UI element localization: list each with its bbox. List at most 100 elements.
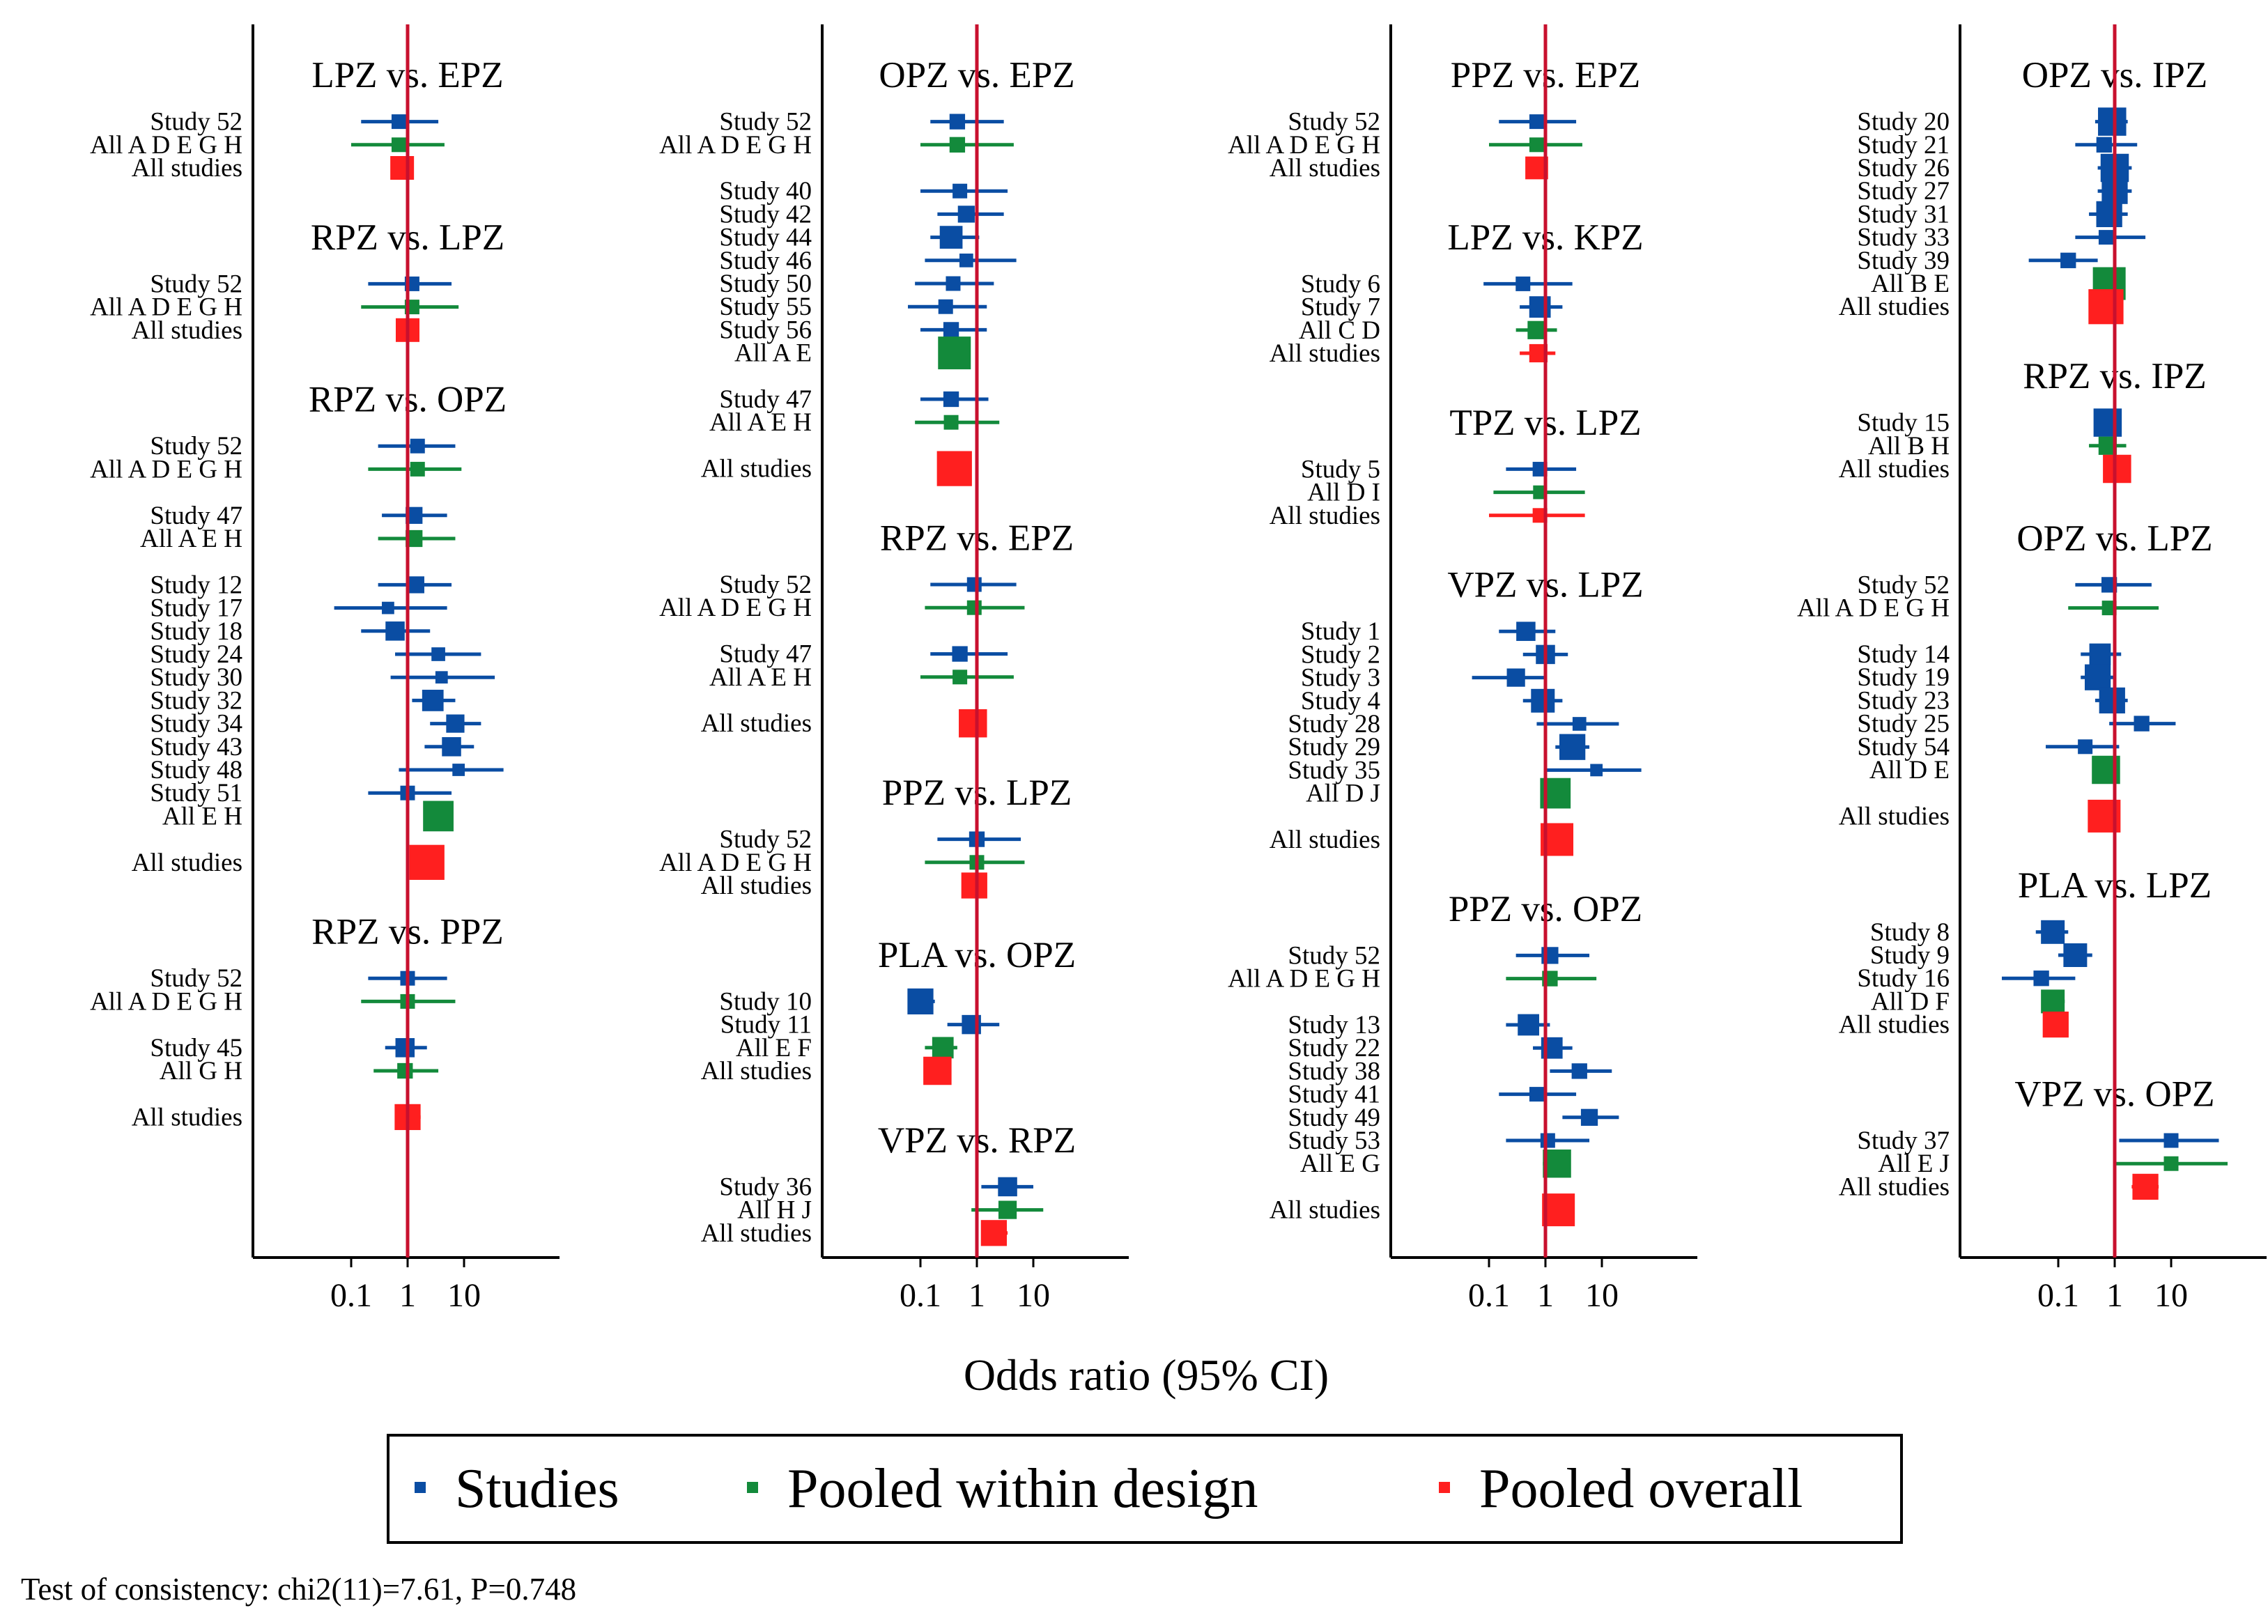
row-label: All A D E G H bbox=[1797, 594, 1950, 623]
row-label: Study 32 bbox=[150, 686, 242, 715]
study-marker bbox=[2033, 970, 2049, 987]
row-label: Study 56 bbox=[719, 316, 812, 344]
row-label: Study 52 bbox=[150, 432, 242, 461]
study-marker bbox=[2063, 943, 2088, 967]
row-label: Study 54 bbox=[1857, 733, 1950, 761]
study-marker bbox=[385, 621, 405, 641]
row-label: Study 23 bbox=[1857, 686, 1950, 715]
row-label: All G H bbox=[160, 1057, 242, 1085]
row-label: All A D E G H bbox=[90, 987, 242, 1016]
row-label: All A D E G H bbox=[659, 131, 812, 160]
legend-items: Studies Pooled within design Pooled overal… bbox=[415, 1458, 1803, 1519]
legend-label: Studies bbox=[455, 1458, 619, 1519]
study-marker bbox=[2098, 107, 2127, 136]
row-label: All studies bbox=[132, 1103, 242, 1131]
pooled-design-marker bbox=[1533, 485, 1548, 500]
pooled-design-marker bbox=[1543, 1149, 1571, 1178]
study-marker bbox=[943, 391, 959, 408]
row-label: All studies bbox=[1270, 1196, 1380, 1225]
pooled-overall-marker bbox=[923, 1056, 952, 1085]
row-label: Study 3 bbox=[1301, 664, 1380, 693]
row-label: All studies bbox=[1839, 455, 1950, 484]
study-marker bbox=[435, 671, 448, 684]
x-tick-label: 1 bbox=[1537, 1277, 1554, 1314]
row-label: Study 26 bbox=[1857, 154, 1950, 183]
x-tick-label: 1 bbox=[2106, 1277, 2123, 1314]
row-label: All A E H bbox=[709, 663, 812, 692]
row-label: Study 4 bbox=[1301, 687, 1380, 716]
row-label: Study 46 bbox=[719, 247, 812, 275]
row-label: Study 52 bbox=[1288, 941, 1380, 970]
row-label: Study 2 bbox=[1301, 640, 1380, 669]
study-marker bbox=[2093, 408, 2122, 437]
row-label: All studies bbox=[132, 154, 242, 183]
study-marker bbox=[2099, 687, 2125, 714]
row-label: All studies bbox=[132, 849, 242, 877]
x-tick-label: 10 bbox=[447, 1277, 481, 1314]
row-label: Study 9 bbox=[1870, 941, 1950, 970]
study-marker bbox=[939, 226, 963, 249]
row-label: All studies bbox=[1270, 154, 1380, 183]
study-marker bbox=[952, 183, 968, 199]
row-label: All A D E G H bbox=[90, 293, 242, 322]
row-label: Study 17 bbox=[150, 594, 242, 623]
study-marker bbox=[998, 1177, 1017, 1197]
row-label: Study 52 bbox=[1288, 108, 1380, 137]
study-marker bbox=[959, 253, 973, 268]
study-marker bbox=[1529, 114, 1544, 130]
x-tick-label: 0.1 bbox=[330, 1277, 372, 1314]
pooled-design-marker bbox=[2163, 1156, 2179, 1171]
pooled-design-marker bbox=[943, 415, 959, 430]
pooled-design-marker bbox=[932, 1037, 954, 1059]
pooled-overall-marker bbox=[936, 451, 972, 486]
study-marker bbox=[2134, 716, 2150, 732]
study-marker bbox=[1529, 1087, 1544, 1102]
x-tick-label: 1 bbox=[969, 1277, 985, 1314]
row-label: All B E bbox=[1871, 270, 1950, 298]
row-label: All studies bbox=[1839, 1173, 1950, 1201]
study-marker bbox=[2163, 1133, 2179, 1148]
study-marker bbox=[442, 737, 461, 757]
row-label: Study 41 bbox=[1288, 1081, 1380, 1109]
row-label: All A E H bbox=[709, 408, 812, 437]
row-label: Study 30 bbox=[150, 663, 242, 692]
row-label: Study 25 bbox=[1857, 710, 1950, 738]
study-marker bbox=[431, 647, 445, 661]
study-marker bbox=[2089, 643, 2111, 665]
row-label: Study 15 bbox=[1857, 409, 1950, 438]
legend-studies: Studies bbox=[415, 1458, 619, 1519]
pooled-design-marker bbox=[397, 1062, 413, 1079]
consistency-test-note: Test of consistency: chi2(11)=7.61, P=0.… bbox=[21, 1572, 576, 1607]
pooled-overall-marker bbox=[2132, 1173, 2159, 1200]
row-label: Study 28 bbox=[1288, 710, 1380, 738]
pooled-overall-marker bbox=[2042, 1011, 2069, 1038]
row-label: Study 20 bbox=[1857, 108, 1950, 137]
row-label: All studies bbox=[1839, 293, 1950, 321]
row-label: All E H bbox=[162, 802, 242, 830]
row-label: All studies bbox=[1839, 1011, 1950, 1039]
pooled-design-marker bbox=[1527, 320, 1546, 339]
row-label: Study 14 bbox=[1857, 640, 1950, 669]
study-marker bbox=[422, 690, 444, 711]
study-marker bbox=[1518, 1014, 1539, 1036]
row-label: Study 50 bbox=[719, 270, 812, 298]
x-tick-label: 0.1 bbox=[900, 1277, 941, 1314]
study-marker bbox=[2098, 230, 2113, 245]
pooled-design-marker bbox=[391, 137, 406, 153]
row-label: Study 52 bbox=[150, 270, 242, 298]
row-label: Study 52 bbox=[150, 964, 242, 993]
row-label: Study 48 bbox=[150, 756, 242, 784]
row-label: All D J bbox=[1306, 780, 1380, 808]
